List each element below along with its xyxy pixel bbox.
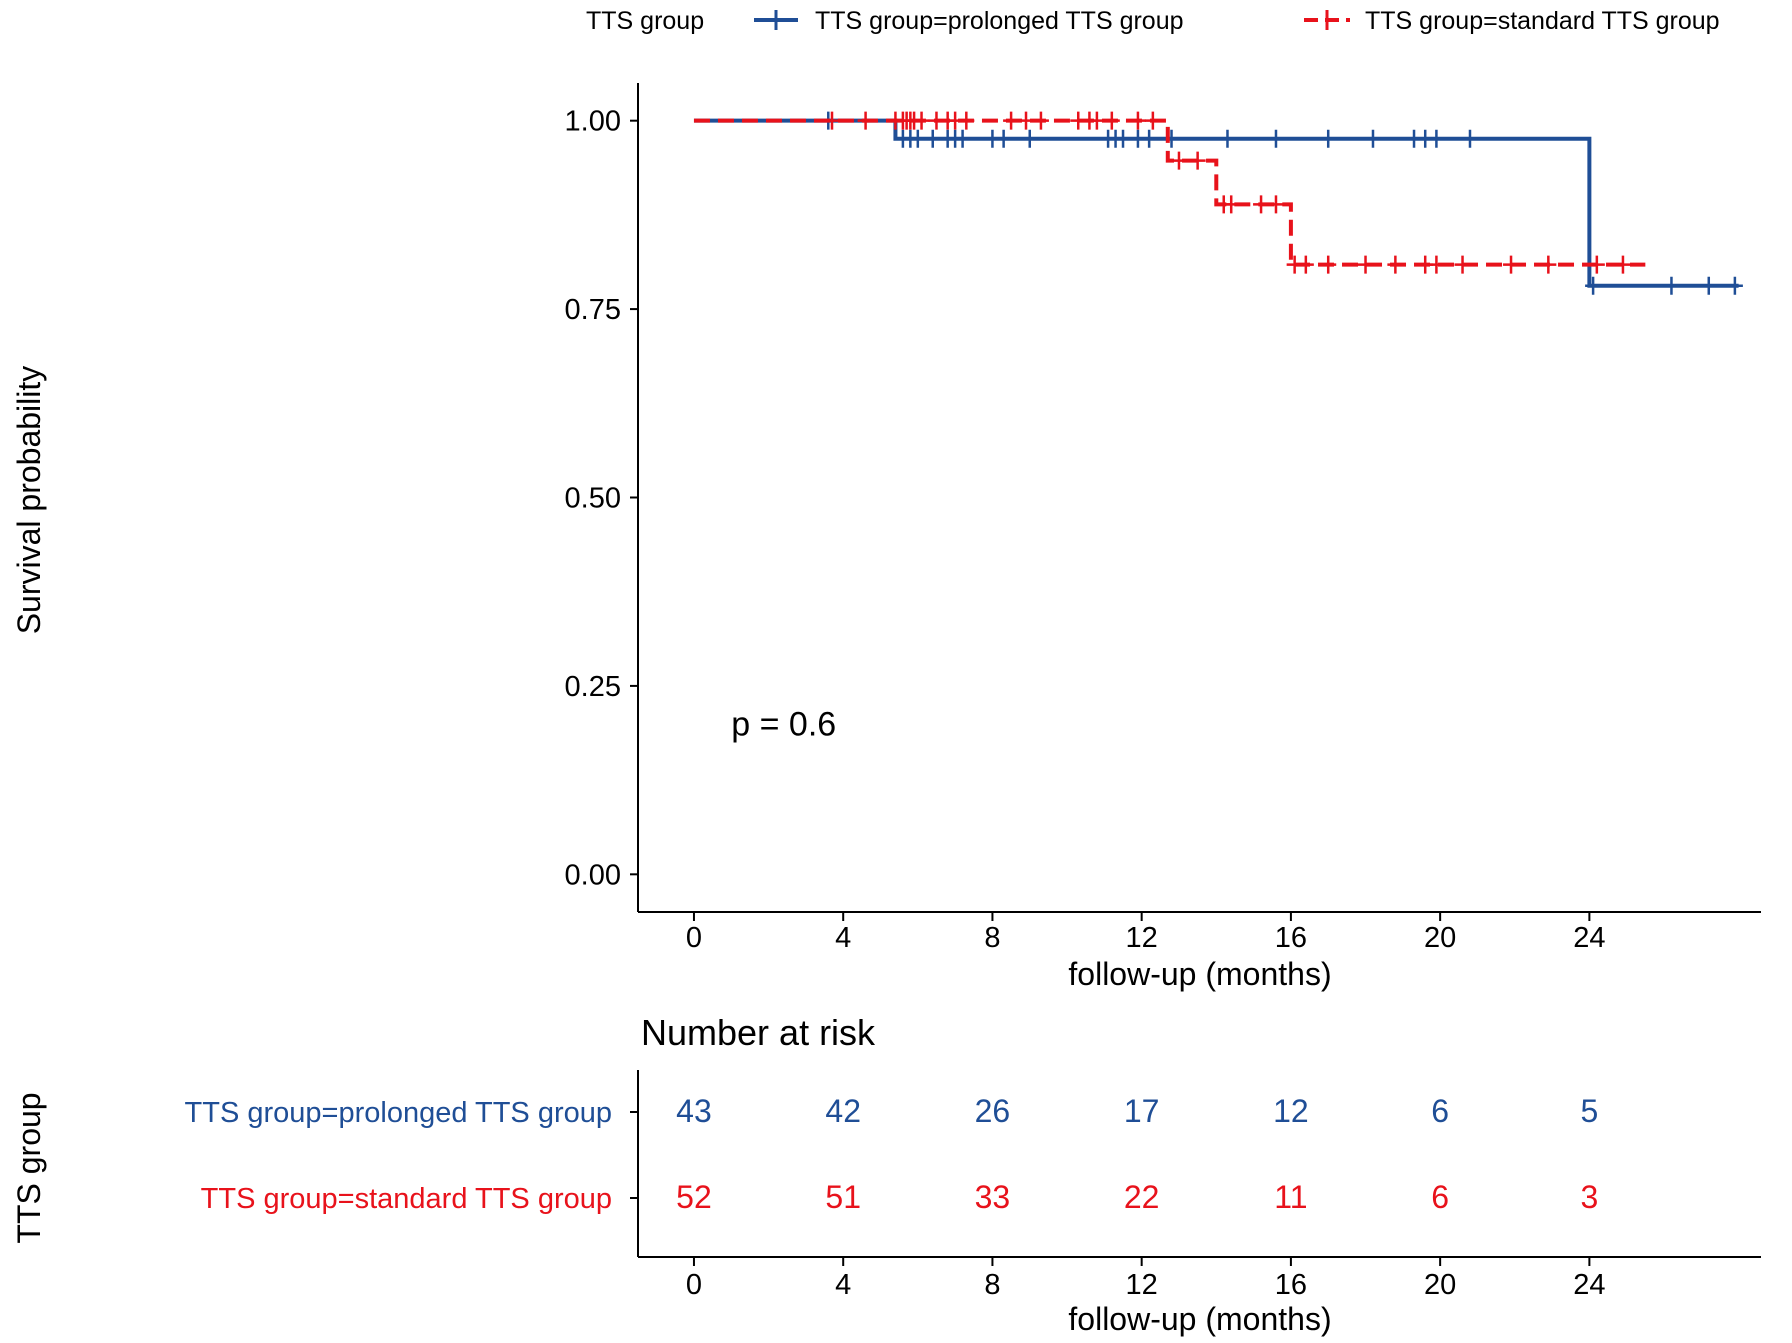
x-tick-label: 0 (686, 922, 702, 954)
risk-count: 11 (1274, 1179, 1307, 1215)
censor-mark (1219, 129, 1236, 148)
censor-mark (995, 129, 1012, 148)
risk-count: 5 (1580, 1093, 1598, 1129)
censor-mark (1428, 129, 1445, 148)
censor-mark (1018, 111, 1035, 130)
censor-mark (1320, 255, 1337, 274)
censor-mark (1253, 195, 1270, 214)
risk-x-tick-label: 0 (686, 1269, 702, 1301)
x-tick-label: 20 (1424, 922, 1456, 954)
p-value-annotation: p = 0.6 (731, 706, 836, 744)
censor-mark (1297, 255, 1314, 274)
risk-x-ticks: 0 4 8 12 16 20 24 (686, 1257, 1606, 1301)
censor-mark (924, 129, 941, 148)
y-axis-label: Survival probability (11, 366, 47, 635)
risk-rows: TTS group=prolonged TTS group 43 42 26 17 12 6… (185, 1093, 1599, 1215)
y-tick-label: 1.00 (565, 106, 621, 138)
censor-mark (958, 111, 975, 130)
legend: TTS group TTS group=prolonged TTS group … (586, 7, 1720, 35)
censor-mark (954, 129, 971, 148)
risk-group-label: TTS group (11, 1092, 47, 1243)
x-tick-label: 24 (1573, 922, 1605, 954)
risk-row-label: TTS group=standard TTS group (201, 1183, 612, 1215)
censor-mark (1540, 255, 1557, 274)
x-axis-label: follow-up (months) (1068, 956, 1331, 992)
x-tick-label: 12 (1126, 922, 1158, 954)
legend-title: TTS group (586, 7, 704, 35)
censor-mark (1267, 129, 1284, 148)
series-layer (693, 111, 1743, 295)
censor-mark (1614, 255, 1631, 274)
x-tick-label: 8 (984, 922, 1000, 954)
censor-mark (1003, 111, 1020, 130)
censor-mark (1387, 255, 1404, 274)
censor-mark (1588, 255, 1605, 274)
censor-mark (1144, 111, 1161, 130)
y-tick-label: 0.50 (565, 483, 621, 515)
censor-mark (1129, 111, 1146, 130)
x-tick-label: 4 (835, 922, 851, 954)
censor-mark (1115, 129, 1132, 148)
censor-mark (1663, 276, 1680, 295)
censor-mark (1223, 195, 1240, 214)
censor-mark (1503, 255, 1520, 274)
censor-mark (1021, 129, 1038, 148)
risk-table: Number at risk TTS group TTS group=prolo… (11, 1012, 1761, 1337)
censor-mark (1454, 255, 1471, 274)
legend-entry-prolonged: TTS group=prolonged TTS group (815, 7, 1184, 35)
censor-mark (857, 111, 874, 130)
risk-x-tick-label: 4 (835, 1269, 851, 1301)
risk-count: 17 (1124, 1093, 1160, 1129)
censor-mark (1032, 111, 1049, 130)
risk-count: 42 (825, 1093, 861, 1129)
series-line-standard (693, 118, 1646, 267)
censor-mark (1103, 111, 1120, 130)
censor-mark (824, 111, 841, 130)
risk-count: 22 (1124, 1179, 1160, 1215)
risk-x-tick-label: 20 (1424, 1269, 1456, 1301)
y-tick-label: 0.25 (565, 671, 621, 703)
risk-table-title: Number at risk (641, 1012, 876, 1053)
risk-x-axis-label: follow-up (months) (1068, 1301, 1331, 1337)
risk-x-tick-label: 12 (1126, 1269, 1158, 1301)
censor-mark (1461, 129, 1478, 148)
censor-mark (913, 111, 930, 130)
risk-x-tick-label: 16 (1275, 1269, 1307, 1301)
censor-mark (1726, 276, 1743, 295)
risk-count: 26 (975, 1093, 1011, 1129)
risk-count: 33 (975, 1179, 1011, 1215)
censor-mark (1189, 151, 1206, 170)
plot-area: 0.00 0.25 0.50 0.75 1.00 0 4 8 12 16 20 24 p = 0.6… (11, 83, 1761, 992)
censor-mark (1141, 129, 1158, 148)
censor-mark (1267, 195, 1284, 214)
censor-mark (1170, 151, 1187, 170)
risk-row-label: TTS group=prolonged TTS group (185, 1097, 612, 1129)
censor-mark (1088, 111, 1105, 130)
risk-count: 3 (1580, 1179, 1598, 1215)
x-tick-label: 16 (1275, 922, 1307, 954)
y-tick-label: 0.00 (565, 859, 621, 891)
y-tick-label: 0.75 (565, 294, 621, 326)
censor-mark (1585, 276, 1602, 295)
censor-mark (1700, 276, 1717, 295)
risk-x-tick-label: 24 (1573, 1269, 1605, 1301)
risk-x-tick-label: 8 (984, 1269, 1000, 1301)
censor-mark (1428, 255, 1445, 274)
censor-mark (909, 129, 926, 148)
risk-count: 52 (676, 1179, 712, 1215)
risk-count: 51 (825, 1179, 861, 1215)
legend-entry-standard: TTS group=standard TTS group (1365, 7, 1720, 35)
risk-count: 6 (1431, 1179, 1449, 1215)
censor-mark (1364, 129, 1381, 148)
censor-mark (1357, 255, 1374, 274)
y-ticks: 0.00 0.25 0.50 0.75 1.00 (565, 106, 638, 891)
censor-mark (1320, 129, 1337, 148)
x-ticks: 0 4 8 12 16 20 24 (686, 912, 1606, 954)
risk-count: 6 (1431, 1093, 1449, 1129)
risk-count: 12 (1273, 1093, 1309, 1129)
risk-count: 43 (676, 1093, 712, 1129)
